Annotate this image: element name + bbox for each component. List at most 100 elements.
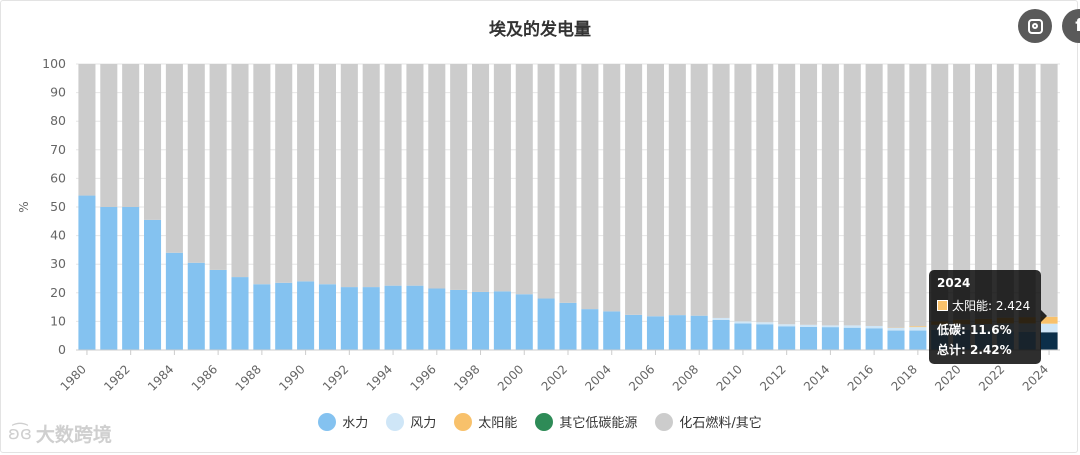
x-tick-label: 2008 (670, 362, 701, 393)
bar-segment (253, 64, 271, 285)
bar-segment (165, 64, 183, 253)
watermark-text: 大数跨境 (35, 424, 112, 446)
y-tick-label: 70 (50, 142, 66, 157)
x-tick-label: 1992 (320, 362, 351, 393)
bar-segment (843, 325, 861, 328)
x-tick-label: 2012 (757, 362, 788, 393)
bar-segment (734, 323, 752, 350)
bar-segment (712, 319, 730, 350)
bar-segment (778, 64, 796, 325)
x-tick-label: 1984 (145, 362, 176, 393)
x-tick-label: 2006 (626, 362, 657, 393)
bar-segment (187, 262, 205, 350)
bar-segment (778, 324, 796, 327)
legend-item[interactable]: 风力 (386, 412, 436, 431)
x-tick-label: 2020 (932, 362, 963, 393)
facebook-icon: f (1075, 16, 1080, 36)
legend-swatch (655, 412, 674, 431)
tooltip-year: 2024 (937, 276, 971, 290)
legend-item[interactable]: 水力 (318, 412, 368, 431)
bar-segment (275, 282, 293, 350)
bar-segment (821, 327, 839, 350)
y-tick-label: 50 (50, 199, 66, 214)
bar-segment (384, 64, 402, 286)
legend-swatch (318, 412, 337, 431)
legend-item[interactable]: 太阳能 (454, 412, 517, 431)
bar-segment (362, 64, 380, 288)
y-tick-label: 20 (50, 285, 66, 300)
bar-segment (712, 317, 730, 320)
bar-segment (734, 64, 752, 322)
bar-segment (318, 284, 336, 350)
x-tick-label: 2018 (888, 362, 919, 393)
bar-segment (690, 64, 708, 316)
bar-segment (122, 207, 140, 350)
bar-segment (887, 64, 905, 328)
bar-segment (340, 64, 358, 288)
bar-segment (581, 309, 599, 350)
tooltip-solar-swatch (937, 300, 948, 311)
bar-segment (78, 64, 96, 196)
instagram-icon (1027, 18, 1043, 34)
legend-label: 太阳能 (478, 416, 518, 431)
tooltip-solar-value: 太阳能: 2.424 (952, 299, 1031, 313)
bar-segment (165, 252, 183, 350)
bar-segment (78, 195, 96, 350)
legend-label: 其它低碳能源 (559, 416, 638, 431)
bar-segment (909, 64, 927, 327)
bar-segment (187, 64, 205, 263)
legend-label: 化石燃料/其它 (679, 416, 762, 431)
bar-segment (800, 326, 818, 350)
y-tick-label: 60 (50, 170, 66, 185)
x-tick-label: 1998 (451, 362, 482, 393)
bar-segment (231, 64, 249, 278)
bar-segment (800, 324, 818, 327)
x-tick-label: 2022 (976, 362, 1007, 393)
y-axis-label: % (17, 201, 31, 212)
bar-segment (362, 287, 380, 350)
bar-segment (515, 294, 533, 350)
bar-segment (603, 64, 621, 312)
bar-segment (800, 64, 818, 325)
bar-segment (712, 64, 730, 318)
bar-segment (209, 269, 227, 350)
bar-segment (581, 64, 599, 310)
instagram-button[interactable] (1018, 9, 1052, 43)
bar-segment (297, 64, 315, 282)
bar-segment (450, 289, 468, 350)
bar-segment (559, 64, 577, 303)
bar-segment (1040, 64, 1058, 317)
bar-segment (428, 288, 446, 350)
bar-segment (996, 64, 1014, 318)
bar-segment (843, 64, 861, 326)
facebook-button[interactable]: f (1062, 9, 1080, 43)
bar-segment (428, 64, 446, 289)
chart-legend: 水力 风力 太阳能 其它低碳能源 化石燃料/其它 (0, 412, 1080, 431)
bar-segment (843, 327, 861, 350)
tooltip-total: 总计: 2.42% (937, 343, 1012, 357)
hover-tooltip: 2024 太阳能: 2.424 低碳: 11.6% 总计: 2.42% (929, 270, 1047, 364)
x-tick-label: 2010 (714, 362, 745, 393)
x-tick-label: 2000 (495, 362, 526, 393)
legend-item[interactable]: 化石燃料/其它 (655, 412, 762, 431)
bar-segment (778, 326, 796, 350)
bar-segment (406, 285, 424, 350)
watermark-logo-icon: ʚ͡ɞ (8, 423, 32, 444)
bar-segment (646, 64, 664, 317)
bar-segment (1040, 332, 1058, 350)
legend-swatch (386, 412, 405, 431)
legend-item[interactable]: 其它低碳能源 (535, 412, 637, 431)
tooltip-low-carbon: 低碳: 11.6% (937, 323, 1012, 337)
bar-segment (953, 64, 971, 320)
watermark: ʚ͡ɞ 大数跨境 (8, 420, 112, 447)
y-tick-label: 30 (50, 256, 66, 271)
tooltip-solar-row: 太阳能: 2.424 (937, 297, 1033, 314)
bar-segment (472, 64, 490, 292)
bar-segment (537, 64, 555, 299)
bar-segment (974, 64, 992, 319)
bar-segment (756, 322, 774, 325)
x-tick-label: 1986 (189, 362, 220, 393)
bar-segment (756, 64, 774, 323)
